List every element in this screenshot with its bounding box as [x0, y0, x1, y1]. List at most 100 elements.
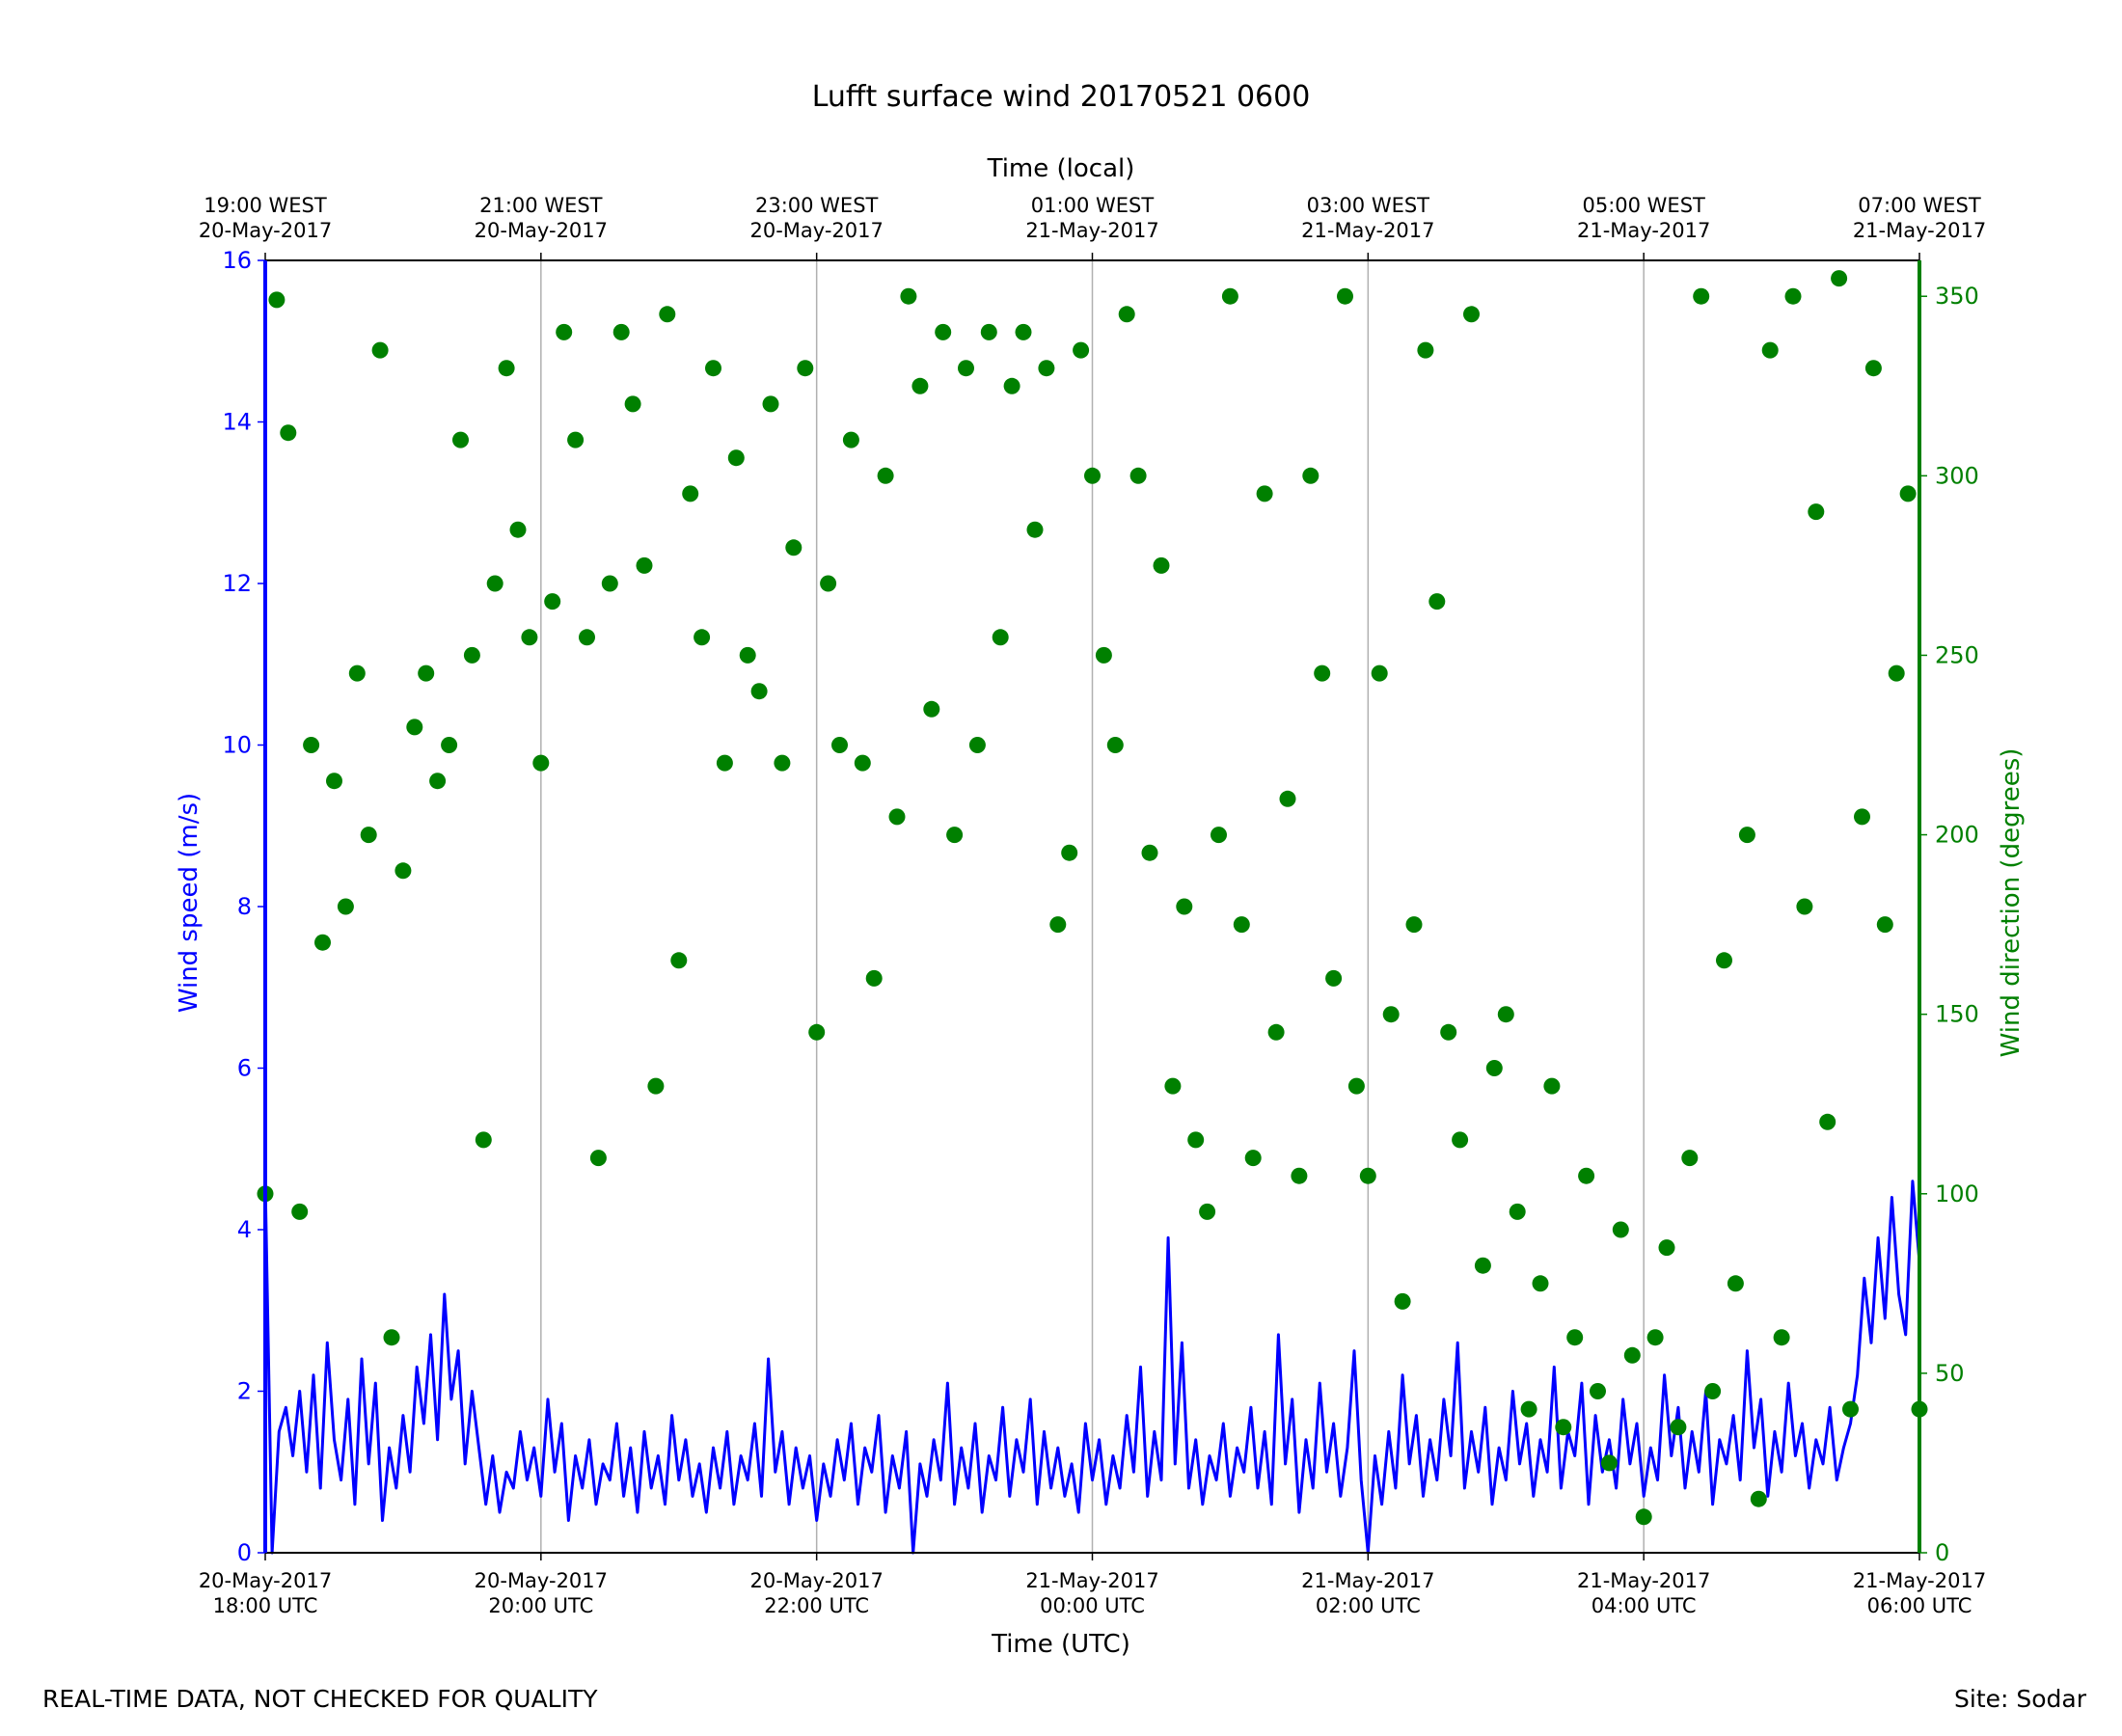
- x-tick-label-date: 21-May-2017: [1577, 1569, 1710, 1592]
- wind-direction-point: [579, 629, 595, 646]
- wind-direction-point: [303, 737, 320, 753]
- wind-direction-point: [486, 575, 503, 592]
- wind-direction-point: [348, 665, 366, 682]
- wind-direction-point: [1417, 341, 1434, 359]
- wind-direction-point: [820, 575, 837, 592]
- wind-direction-point: [1153, 556, 1170, 574]
- wind-direction-point: [682, 485, 699, 502]
- x-axis-label: Time (UTC): [991, 1630, 1130, 1659]
- footer-site-label: Site: Sodar: [1954, 1685, 2087, 1713]
- wind-direction-point: [992, 629, 1009, 646]
- x2-tick-label-date: 21-May-2017: [1577, 219, 1710, 242]
- wind-direction-point: [1026, 521, 1044, 538]
- wind-direction-point: [314, 934, 331, 951]
- wind-direction-point: [406, 719, 423, 736]
- wind-direction-point: [739, 646, 756, 664]
- wind-direction-point: [601, 575, 618, 592]
- y-tick-label: 0: [237, 1539, 252, 1566]
- wind-direction-point: [1347, 1077, 1365, 1095]
- wind-direction-point: [1061, 844, 1078, 861]
- wind-direction-point: [1073, 341, 1090, 359]
- wind-direction-series: [257, 270, 1928, 1526]
- wind-direction-point: [854, 754, 871, 772]
- wind-direction-point: [1796, 898, 1813, 915]
- x-tick-label-date: 20-May-2017: [749, 1569, 883, 1592]
- wind-direction-point: [1509, 1203, 1526, 1220]
- wind-direction-point: [1646, 1329, 1664, 1346]
- wind-direction-point: [1555, 1419, 1572, 1436]
- wind-direction-point: [716, 754, 733, 772]
- wind-direction-point: [1566, 1329, 1584, 1346]
- x-tick-label-time: 04:00 UTC: [1592, 1594, 1697, 1617]
- wind-direction-point: [1681, 1150, 1699, 1167]
- y-tick-label: 8: [237, 893, 252, 920]
- wind-direction-point: [958, 360, 974, 377]
- wind-direction-point: [1808, 503, 1825, 521]
- x2-tick-label-date: 20-May-2017: [749, 219, 883, 242]
- wind-direction-point: [1233, 916, 1250, 934]
- wind-direction-point: [1095, 646, 1112, 664]
- x-tick-label-date: 21-May-2017: [1301, 1569, 1434, 1592]
- wind-direction-point: [842, 431, 859, 448]
- wind-direction-point: [923, 700, 940, 718]
- wind-direction-point: [326, 773, 342, 790]
- wind-direction-point: [1199, 1203, 1216, 1220]
- wind-direction-point: [1244, 1150, 1262, 1167]
- wind-direction-point: [1658, 1239, 1675, 1257]
- wind-direction-point: [1784, 287, 1802, 305]
- chart-title: Lufft surface wind 20170521 0600: [812, 80, 1311, 114]
- wind-direction-point: [1612, 1221, 1629, 1238]
- y2-tick-label: 250: [1935, 641, 1979, 668]
- wind-direction-point: [1049, 916, 1067, 934]
- y-tick-label: 6: [237, 1055, 252, 1082]
- wind-direction-point: [911, 377, 929, 394]
- wind-direction-point: [452, 431, 469, 448]
- wind-direction-point: [1267, 1023, 1285, 1041]
- wind-direction-point: [1600, 1454, 1618, 1472]
- y-tick-label: 10: [222, 732, 252, 759]
- wind-direction-point: [1176, 898, 1193, 915]
- wind-direction-point: [1325, 969, 1343, 987]
- wind-direction-point: [1440, 1023, 1457, 1041]
- wind-direction-point: [509, 521, 527, 538]
- wind-direction-point: [670, 952, 688, 969]
- x2-tick-label-time: 21:00 WEST: [479, 194, 603, 217]
- x2-axis-label: Time (local): [987, 154, 1135, 183]
- wind-direction-point: [647, 1077, 665, 1095]
- wind-direction-point: [1761, 341, 1779, 359]
- wind-direction-point: [1003, 377, 1020, 394]
- wind-direction-point: [1727, 1275, 1744, 1292]
- wind-direction-point: [968, 737, 986, 753]
- wind-direction-point: [1831, 270, 1848, 287]
- wind-direction-point: [532, 754, 550, 772]
- wind-direction-point: [1716, 952, 1732, 969]
- wind-direction-point: [268, 291, 286, 309]
- wind-direction-point: [1590, 1383, 1606, 1399]
- wind-direction-point: [1405, 916, 1423, 934]
- wind-direction-point: [429, 773, 447, 790]
- x2-tick-label-time: 23:00 WEST: [755, 194, 879, 217]
- x-tick-label-time: 00:00 UTC: [1040, 1594, 1145, 1617]
- wind-direction-point: [1474, 1257, 1491, 1274]
- wind-direction-point: [360, 827, 377, 844]
- wind-direction-point: [1359, 1167, 1376, 1184]
- wind-direction-point: [694, 629, 711, 646]
- wind-direction-point: [1532, 1275, 1549, 1292]
- wind-direction-point: [1750, 1490, 1767, 1507]
- wind-direction-point: [1106, 737, 1124, 753]
- wind-direction-point: [888, 808, 906, 826]
- wind-direction-point: [1842, 1400, 1859, 1418]
- wind-direction-point: [544, 593, 561, 610]
- x2-tick-label-date: 21-May-2017: [1025, 219, 1158, 242]
- wind-direction-point: [291, 1203, 309, 1220]
- wind-direction-point: [1211, 827, 1227, 844]
- x2-tick-label-date: 20-May-2017: [475, 219, 608, 242]
- wind-direction-point: [727, 449, 745, 467]
- wind-direction-point: [1314, 665, 1331, 682]
- wind-direction-point: [1578, 1167, 1595, 1184]
- wind-direction-point: [1876, 916, 1893, 934]
- wind-direction-point: [337, 898, 354, 915]
- wind-direction-point: [1291, 1167, 1308, 1184]
